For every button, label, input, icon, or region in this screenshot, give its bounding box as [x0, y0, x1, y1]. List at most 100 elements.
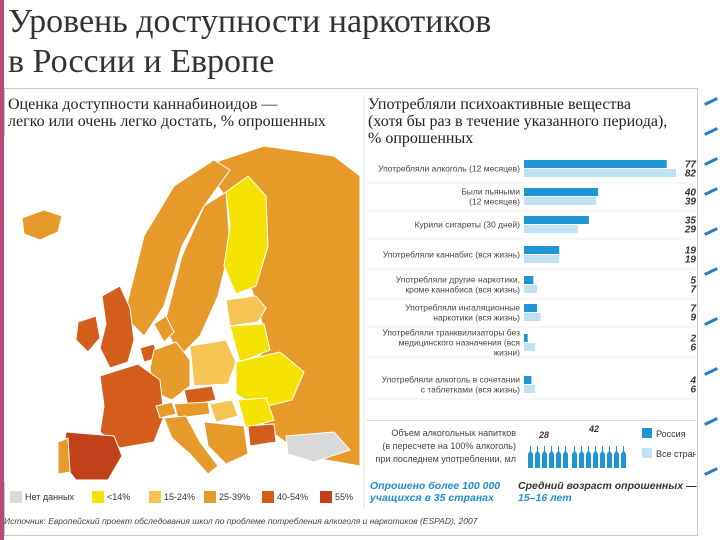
map-region-iceland [21, 209, 63, 241]
bar [524, 376, 532, 384]
bar [524, 216, 589, 224]
bar [524, 197, 597, 205]
bar [524, 169, 676, 177]
legend-swatch [10, 491, 22, 503]
map-title: Оценка доступности каннабиноидов — легко… [8, 96, 358, 130]
bar-category-label: Употребляли транквилизаторы без [382, 328, 520, 338]
map-region-finland [223, 175, 269, 295]
map-region-ireland [75, 315, 101, 353]
bar [524, 188, 599, 196]
legend-label: 55% [335, 492, 354, 502]
bottle-icon [579, 446, 584, 468]
source-note: Источник: Европейский проект обследовани… [4, 516, 478, 526]
bar-value-label: 6 [690, 385, 696, 396]
bottle-icon [600, 446, 605, 468]
bottle-icon [572, 446, 577, 468]
bottle-label-line: Объем алкогольных напитков [391, 428, 516, 438]
bar-category-label: с таблетками (вся жизнь) [421, 385, 520, 395]
note-age-line: Средний возраст опрошенных — [518, 480, 697, 492]
bar-value-label: 82 [685, 169, 697, 180]
bottle-block: Объем алкогольных напитков (в пересчете … [366, 420, 704, 480]
bar-category-label: Употребляли другие наркотики, [396, 275, 520, 285]
bar [524, 225, 578, 233]
right-decoration [698, 90, 720, 540]
legend-swatch [262, 491, 274, 503]
bottle-icon [614, 446, 619, 468]
bottle-icon [549, 446, 554, 468]
legend-label: Нет данных [25, 492, 74, 502]
bar-chart-title-line: (хотя бы раз в течение указанного период… [368, 113, 668, 130]
note-age: Средний возраст опрошенных — 15–16 лет [518, 480, 696, 504]
bar-chart-title-line: % опрошенных [368, 130, 474, 147]
bottle-icon [586, 446, 591, 468]
legend-label: <14% [107, 492, 131, 502]
map-region-bulgaria [247, 423, 277, 447]
map-region-denmark [153, 315, 175, 343]
slide-title: Уровень доступности наркотиков в России … [8, 2, 491, 82]
map-region-belarus [229, 323, 271, 363]
map-region-hungary [209, 399, 239, 423]
bar-value-label: 35 [685, 216, 697, 227]
bottle-icon [528, 446, 533, 468]
bar-category-label: наркотики (вся жизнь) [433, 313, 520, 323]
bottle-legend-russia: Россия [656, 429, 686, 439]
note-surveyed-line: учащихся в 35 странах [370, 492, 494, 504]
legend-item-25-39: 25-39% [204, 489, 250, 505]
bar [524, 276, 534, 284]
bottle-icon [535, 446, 540, 468]
bar-value-label: 40 [684, 188, 697, 199]
bar-value-label: 4 [689, 376, 696, 387]
legend-swatch [149, 491, 161, 503]
map-region-romania [237, 397, 275, 429]
bar-chart-title: Употребляли психоактивные вещества (хотя… [368, 96, 703, 147]
bar-category-label: жизни) [493, 348, 520, 358]
map-region-uk [99, 285, 135, 369]
legend-swatch [320, 491, 332, 503]
bar [524, 313, 541, 321]
map-region-portugal [57, 437, 71, 475]
map-region-poland [189, 339, 237, 387]
bar-value-label: 6 [690, 343, 696, 354]
bar-value-label: 19 [685, 246, 697, 257]
bar [524, 246, 560, 254]
bottle-icon [542, 446, 547, 468]
map-region-france [99, 363, 165, 449]
bottle-legend-swatch-europe [642, 448, 652, 458]
legend-item-no-data: Нет данных [10, 489, 74, 505]
bar-chart-title-line: Употребляли психоактивные вещества [368, 96, 631, 113]
legend-item-under-14: <14% [92, 489, 130, 505]
bottle-chart: Объем алкогольных напитков (в пересчете … [366, 420, 704, 468]
legend-label: 25-39% [219, 492, 251, 502]
bar-category-label: Употребляли алкоголь (12 месяцев) [378, 164, 520, 174]
legend-item-55: 55% [320, 489, 353, 505]
bar-category-label: Употребляли ингаляционные [405, 303, 520, 313]
bar-value-label: 7 [690, 304, 696, 315]
map-region-switzerland [155, 401, 177, 419]
bar [524, 334, 528, 342]
bar [524, 343, 536, 351]
bar-category-label: Были пьяными [461, 187, 520, 197]
bar-value-label: 5 [690, 276, 696, 287]
bar-category-label: (12 месяцев) [469, 197, 520, 207]
note-surveyed-line: Опрошено более 100 000 [370, 480, 501, 492]
legend-item-40-54: 40-54% [262, 489, 308, 505]
map-legend: Нет данных <14% 15-24% 25-39% 40-54% 55% [4, 485, 364, 507]
map-region-austria [173, 401, 211, 419]
map-title-line: легко или очень легко достать, % опрошен… [8, 113, 326, 130]
bar-value-label: 77 [685, 160, 697, 171]
slide-title-line: Уровень доступности наркотиков [8, 3, 492, 40]
map-region-balkans [203, 421, 249, 465]
bar-value-label: 7 [690, 285, 696, 296]
bottle-label-line: при последнем употреблении, мл [376, 454, 516, 464]
bottle-icon [607, 446, 612, 468]
bottle-legend-europe: Все страны [656, 449, 696, 459]
bottle-value-russia: 42 [588, 424, 599, 434]
bar-chart: Употребляли алкоголь (12 месяцев) 7782Был… [366, 160, 697, 400]
bar-value-label: 9 [690, 313, 696, 324]
bottle-label-line: (в пересчете на 100% алкоголь) [382, 441, 516, 451]
map-region-turkey [285, 431, 351, 463]
side-stripe [0, 0, 4, 540]
bar-value-label: 19 [685, 255, 697, 266]
map-title-line: Оценка доступности каннабиноидов — [8, 96, 278, 113]
map-region-czech [183, 385, 217, 407]
